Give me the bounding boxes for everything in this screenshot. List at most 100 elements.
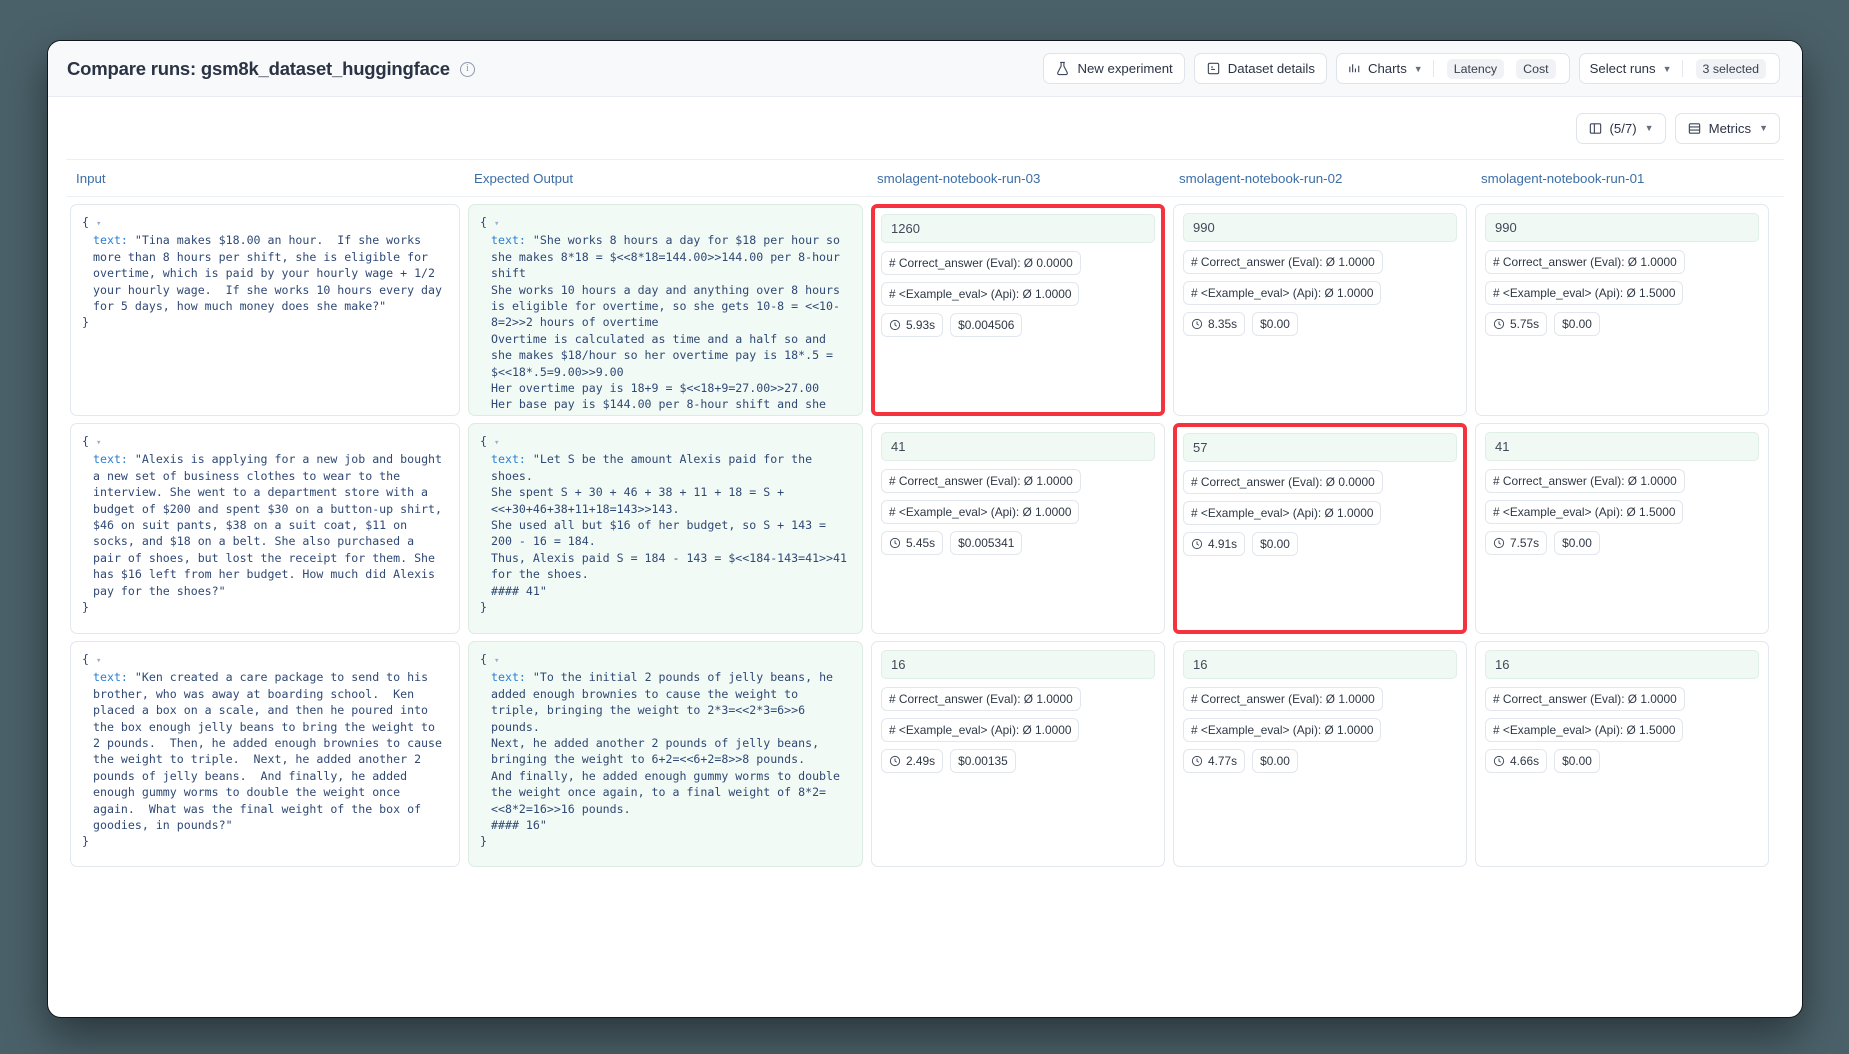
clock-icon	[889, 755, 901, 767]
metric-correct-answer[interactable]: # Correct_answer (Eval): Ø 0.0000	[1183, 470, 1383, 494]
new-experiment-button[interactable]: New experiment	[1043, 53, 1185, 84]
cost-chip[interactable]: $0.005341	[950, 531, 1023, 555]
metric-correct-answer[interactable]: # Correct_answer (Eval): Ø 1.0000	[1485, 250, 1685, 274]
run-output-value[interactable]: 41	[1485, 432, 1759, 461]
latency-chip[interactable]: 5.45s	[881, 531, 944, 555]
metric-correct-answer[interactable]: # Correct_answer (Eval): Ø 1.0000	[1485, 469, 1685, 493]
clock-icon	[1493, 537, 1505, 549]
charts-dropdown[interactable]: Charts ▼	[1337, 54, 1433, 83]
cell-run-2: 57 # Correct_answer (Eval): Ø 0.0000 # <Ex…	[1169, 423, 1471, 634]
metric-example-eval[interactable]: # <Example_eval> (Api): Ø 1.0000	[1183, 501, 1382, 525]
metric-example-eval[interactable]: # <Example_eval> (Api): Ø 1.0000	[1183, 718, 1382, 742]
table-row: { ▾ text: "Alexis is applying for a new j…	[66, 416, 1784, 634]
json-field-text: text: "Tina makes $18.00 an hour. If she…	[93, 233, 449, 314]
cost-chip[interactable]: $0.00	[1554, 312, 1600, 336]
cell-input: { ▾ text: "Tina makes $18.00 an hour. If …	[66, 204, 464, 416]
metric-correct-answer[interactable]: # Correct_answer (Eval): Ø 0.0000	[881, 251, 1081, 275]
run-result-card[interactable]: 41 # Correct_answer (Eval): Ø 1.0000 # <Ex…	[871, 423, 1165, 634]
select-runs-label: Select runs	[1589, 61, 1656, 76]
input-card[interactable]: { ▾ text: "Ken created a care package to …	[70, 641, 460, 867]
latency-chip[interactable]: 4.77s	[1183, 749, 1246, 773]
cost-chip[interactable]: $0.00	[1252, 532, 1298, 556]
latency-value: 4.66s	[1510, 754, 1540, 768]
cost-chip[interactable]: $0.00	[1554, 749, 1600, 773]
run-result-card[interactable]: 16 # Correct_answer (Eval): Ø 1.0000 # <Ex…	[1475, 641, 1769, 867]
latency-chip[interactable]: 7.57s	[1485, 531, 1548, 555]
column-header-run-02[interactable]: smolagent-notebook-run-02	[1179, 170, 1343, 186]
latency-value: 4.77s	[1208, 754, 1238, 768]
latency-chip[interactable]: 4.91s	[1183, 532, 1246, 556]
input-card[interactable]: { ▾ text: "Tina makes $18.00 an hour. If …	[70, 204, 460, 416]
json-code-block: { ▾ text: "Let S be the amount Alexis pai…	[480, 433, 851, 615]
run-output-value[interactable]: 16	[1183, 650, 1457, 679]
run-output-value[interactable]: 57	[1183, 433, 1457, 462]
expected-output-card[interactable]: { ▾ text: "She works 8 hours a day for $1…	[468, 204, 863, 416]
json-open-brace[interactable]: { ▾	[82, 652, 102, 666]
json-open-brace[interactable]: { ▾	[82, 215, 102, 229]
run-output-value[interactable]: 41	[881, 432, 1155, 461]
cell-input: { ▾ text: "Alexis is applying for a new j…	[66, 423, 464, 634]
cost-value: $0.00	[1260, 754, 1290, 768]
run-result-card[interactable]: 990 # Correct_answer (Eval): Ø 1.0000 # <E…	[1173, 204, 1467, 416]
cost-value: $0.00	[1260, 537, 1290, 551]
metric-example-eval[interactable]: # <Example_eval> (Api): Ø 1.0000	[1183, 281, 1382, 305]
run-output-value[interactable]: 1260	[881, 214, 1155, 243]
metric-example-eval[interactable]: # <Example_eval> (Api): Ø 1.5000	[1485, 281, 1684, 305]
metric-correct-answer[interactable]: # Correct_answer (Eval): Ø 1.0000	[1183, 250, 1383, 274]
metrics-button[interactable]: Metrics ▼	[1674, 112, 1780, 144]
expected-output-card[interactable]: { ▾ text: "Let S be the amount Alexis pai…	[468, 423, 863, 634]
cost-chip[interactable]: $0.00135	[950, 749, 1016, 773]
run-output-value[interactable]: 16	[1485, 650, 1759, 679]
cost-chip[interactable]: $0.00	[1252, 749, 1298, 773]
run-result-card-highlighted[interactable]: 57 # Correct_answer (Eval): Ø 0.0000 # <Ex…	[1173, 423, 1467, 634]
latency-chip[interactable]: 2.49s	[881, 749, 944, 773]
dataset-details-button[interactable]: Dataset details	[1193, 53, 1327, 84]
column-header-run-01[interactable]: smolagent-notebook-run-01	[1481, 170, 1645, 186]
expected-output-card[interactable]: { ▾ text: "To the initial 2 pounds of jel…	[468, 641, 863, 867]
metric-correct-answer[interactable]: # Correct_answer (Eval): Ø 1.0000	[881, 687, 1081, 711]
json-open-brace[interactable]: { ▾	[480, 652, 500, 666]
column-header-input[interactable]: Input	[76, 170, 106, 186]
json-field-text: text: "Ken created a care package to sen…	[93, 670, 449, 833]
json-code-block: { ▾ text: "Alexis is applying for a new j…	[82, 433, 448, 615]
column-header-expected-output[interactable]: Expected Output	[474, 170, 574, 186]
run-output-value[interactable]: 990	[1183, 213, 1457, 242]
cost-chip[interactable]: $0.00	[1252, 312, 1298, 336]
input-card[interactable]: { ▾ text: "Alexis is applying for a new j…	[70, 423, 460, 634]
run-output-value[interactable]: 16	[881, 650, 1155, 679]
selected-count-segment[interactable]: 3 selected	[1683, 54, 1779, 83]
run-chips: 4.66s $0.00	[1485, 749, 1759, 773]
json-close-brace: }	[480, 834, 487, 849]
cost-chip[interactable]: $0.004506	[950, 313, 1023, 337]
run-result-card-highlighted[interactable]: 1260 # Correct_answer (Eval): Ø 0.0000 # <…	[871, 204, 1165, 416]
column-header-run-03[interactable]: smolagent-notebook-run-03	[877, 170, 1041, 186]
latency-toggle[interactable]: Latency Cost	[1434, 54, 1569, 83]
latency-chip[interactable]: 5.75s	[1485, 312, 1548, 336]
latency-chip[interactable]: 8.35s	[1183, 312, 1246, 336]
metric-correct-answer[interactable]: # Correct_answer (Eval): Ø 1.0000	[1183, 687, 1383, 711]
metric-example-eval[interactable]: # <Example_eval> (Api): Ø 1.5000	[1485, 718, 1684, 742]
select-runs-dropdown[interactable]: Select runs ▼	[1580, 54, 1682, 83]
info-circle-icon[interactable]: i	[459, 62, 475, 77]
run-result-card[interactable]: 990 # Correct_answer (Eval): Ø 1.0000 # <E…	[1475, 204, 1769, 416]
page-title: Compare runs: gsm8k_dataset_huggingface	[67, 57, 450, 79]
metric-example-eval[interactable]: # <Example_eval> (Api): Ø 1.0000	[881, 718, 1080, 742]
latency-chip[interactable]: 5.93s	[881, 313, 944, 337]
metric-example-eval[interactable]: # <Example_eval> (Api): Ø 1.5000	[1485, 500, 1684, 524]
cost-value: $0.004506	[958, 318, 1015, 332]
columns-selector-button[interactable]: (5/7) ▼	[1575, 112, 1666, 144]
json-open-brace[interactable]: { ▾	[480, 434, 500, 448]
latency-value: 2.49s	[906, 754, 936, 768]
metric-correct-answer[interactable]: # Correct_answer (Eval): Ø 1.0000	[881, 469, 1081, 493]
metric-example-eval[interactable]: # <Example_eval> (Api): Ø 1.0000	[881, 282, 1080, 306]
run-result-card[interactable]: 16 # Correct_answer (Eval): Ø 1.0000 # <Ex…	[871, 641, 1165, 867]
json-open-brace[interactable]: { ▾	[82, 434, 102, 448]
metric-correct-answer[interactable]: # Correct_answer (Eval): Ø 1.0000	[1485, 687, 1685, 711]
cost-chip[interactable]: $0.00	[1554, 531, 1600, 555]
latency-chip[interactable]: 4.66s	[1485, 749, 1548, 773]
run-result-card[interactable]: 16 # Correct_answer (Eval): Ø 1.0000 # <Ex…	[1173, 641, 1467, 867]
metric-example-eval[interactable]: # <Example_eval> (Api): Ø 1.0000	[881, 500, 1080, 524]
json-open-brace[interactable]: { ▾	[480, 215, 500, 229]
run-output-value[interactable]: 990	[1485, 213, 1759, 242]
run-result-card[interactable]: 41 # Correct_answer (Eval): Ø 1.0000 # <Ex…	[1475, 423, 1769, 634]
